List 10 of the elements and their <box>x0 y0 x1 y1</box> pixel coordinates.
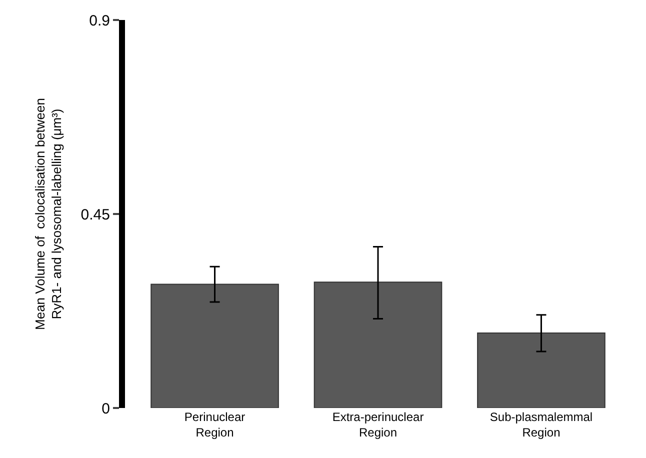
x-tick-label: Extra-perinuclear Region <box>332 410 424 440</box>
bar <box>477 332 606 408</box>
x-tick-label: Perinuclear Region <box>184 410 246 440</box>
y-tick-label: 0.45 <box>80 206 110 224</box>
bar <box>314 282 442 408</box>
x-tick-label: Sub-plasmalemmal Region <box>490 410 593 440</box>
bar <box>150 284 279 408</box>
y-tick-label: 0.9 <box>89 12 110 30</box>
y-axis-title: Mean Volume of colocalisation between RyR1- and lysosomal-labelling (μm³) <box>32 98 64 330</box>
y-tick-label: 0 <box>102 400 110 418</box>
